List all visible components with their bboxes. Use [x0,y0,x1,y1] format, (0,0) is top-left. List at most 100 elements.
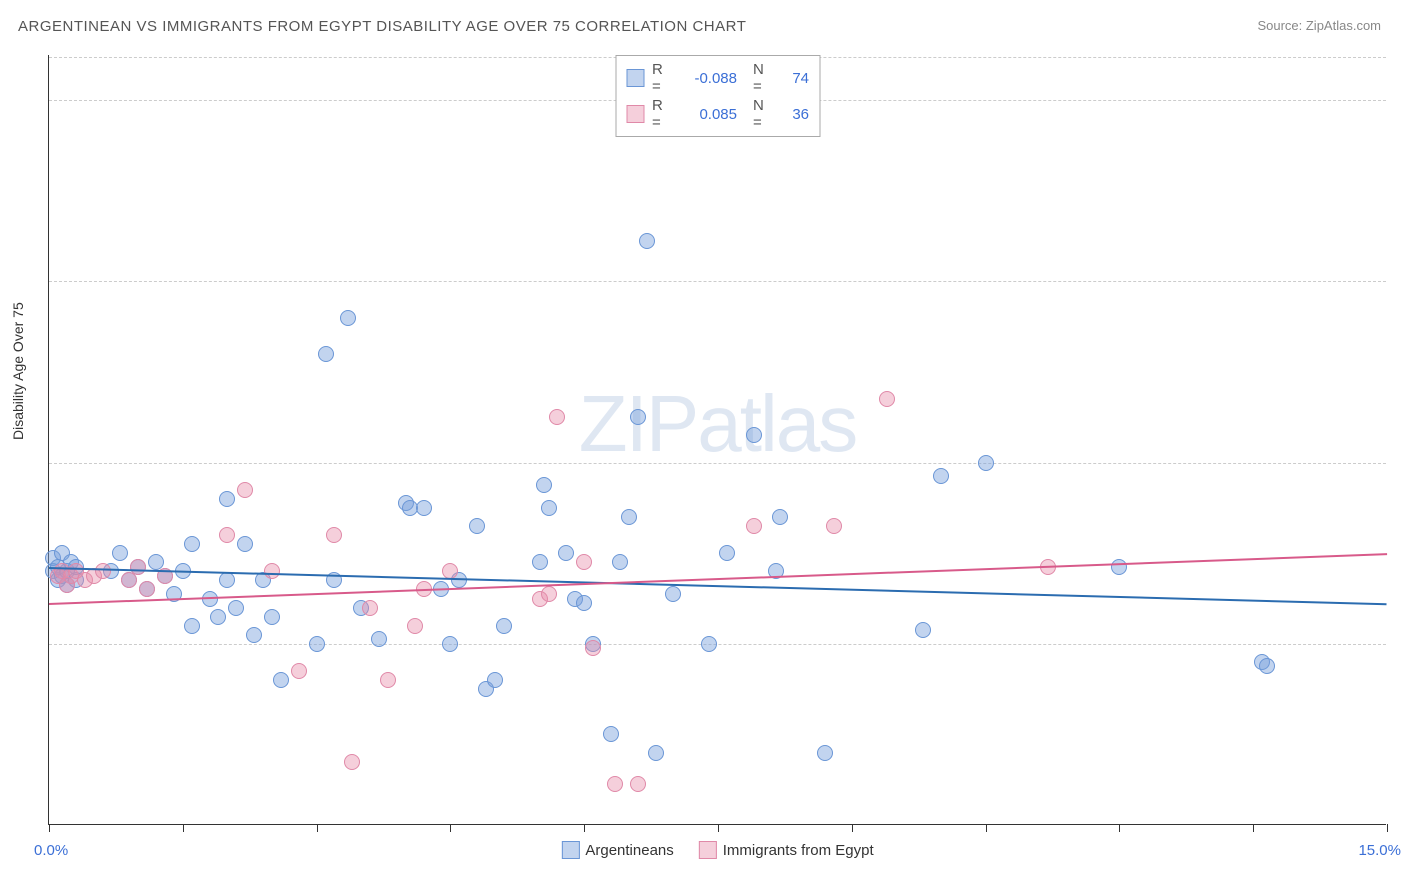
scatter-point [184,536,200,552]
x-tick [1253,824,1254,832]
x-tick [1119,824,1120,832]
chart-title: ARGENTINEAN VS IMMIGRANTS FROM EGYPT DIS… [18,18,746,35]
scatter-point [648,745,664,761]
scatter-point [344,754,360,770]
scatter-point [630,776,646,792]
legend-swatch-1b [561,841,579,859]
n-label: N = [753,61,771,95]
scatter-point [612,554,628,570]
scatter-point [487,672,503,688]
scatter-point [442,636,458,652]
scatter-point [541,586,557,602]
scatter-point [772,509,788,525]
gridline [49,463,1386,464]
scatter-point [219,527,235,543]
scatter-point [264,563,280,579]
legend-row-series-1: R = -0.088 N = 74 [626,60,809,96]
scatter-point [407,618,423,634]
scatter-point [558,545,574,561]
scatter-point [371,631,387,647]
watermark: ZIPatlas [579,378,856,470]
scatter-point [340,310,356,326]
scatter-point [309,636,325,652]
scatter-point [746,518,762,534]
y-tick-label: 100.0% [1396,92,1406,109]
scatter-point [184,618,200,634]
r-label: R = [652,61,674,95]
scatter-point [264,609,280,625]
correlation-legend: R = -0.088 N = 74 R = 0.085 N = 36 [615,55,820,137]
scatter-point [576,554,592,570]
legend-item-2: Immigrants from Egypt [699,841,874,859]
x-tick [718,824,719,832]
scatter-point [621,509,637,525]
x-tick [852,824,853,832]
scatter-point [237,482,253,498]
gridline [49,281,1386,282]
r-label: R = [652,97,674,131]
y-tick-label: 40.0% [1396,635,1406,652]
scatter-point [362,600,378,616]
y-tick-label: 80.0% [1396,273,1406,290]
trend-line [49,567,1387,605]
scatter-point [380,672,396,688]
scatter-point [95,563,111,579]
scatter-point [326,527,342,543]
scatter-point [701,636,717,652]
scatter-point [228,600,244,616]
scatter-point [139,581,155,597]
scatter-point [469,518,485,534]
scatter-point [532,554,548,570]
scatter-point [630,409,646,425]
scatter-point [273,672,289,688]
scatter-point [237,536,253,552]
scatter-point [639,233,655,249]
y-tick-label: 60.0% [1396,454,1406,471]
scatter-point [719,545,735,561]
scatter-point [130,559,146,575]
x-tick [49,824,50,832]
n-value-2: 36 [779,106,809,123]
source-attribution: Source: ZipAtlas.com [1257,18,1381,33]
scatter-point [541,500,557,516]
x-tick [450,824,451,832]
scatter-point [1111,559,1127,575]
scatter-point [817,745,833,761]
x-tick [317,824,318,832]
scatter-point [746,427,762,443]
r-value-2: 0.085 [682,106,737,123]
legend-swatch-2 [626,105,644,123]
scatter-point [1259,658,1275,674]
legend-row-series-2: R = 0.085 N = 36 [626,96,809,132]
scatter-point [536,477,552,493]
r-value-1: -0.088 [682,70,737,87]
scatter-point [291,663,307,679]
y-axis-label: Disability Age Over 75 [10,302,26,440]
scatter-point [879,391,895,407]
scatter-point [246,627,262,643]
x-tick [183,824,184,832]
scatter-point [915,622,931,638]
legend-swatch-2b [699,841,717,859]
scatter-point [607,776,623,792]
scatter-point [585,640,601,656]
legend-swatch-1 [626,69,644,87]
scatter-point [978,455,994,471]
scatter-point [826,518,842,534]
scatter-point [576,595,592,611]
n-label: N = [753,97,771,131]
x-tick [584,824,585,832]
gridline [49,644,1386,645]
x-tick [986,824,987,832]
x-tick [1387,824,1388,832]
plot-area: ZIPatlas R = -0.088 N = 74 R = 0.085 N =… [48,55,1386,825]
scatter-point [219,491,235,507]
scatter-point [219,572,235,588]
legend-label-1: Argentineans [585,842,673,859]
legend-item-1: Argentineans [561,841,673,859]
scatter-point [210,609,226,625]
scatter-point [318,346,334,362]
scatter-point [416,500,432,516]
legend-label-2: Immigrants from Egypt [723,842,874,859]
series-legend: Argentineans Immigrants from Egypt [561,841,873,859]
